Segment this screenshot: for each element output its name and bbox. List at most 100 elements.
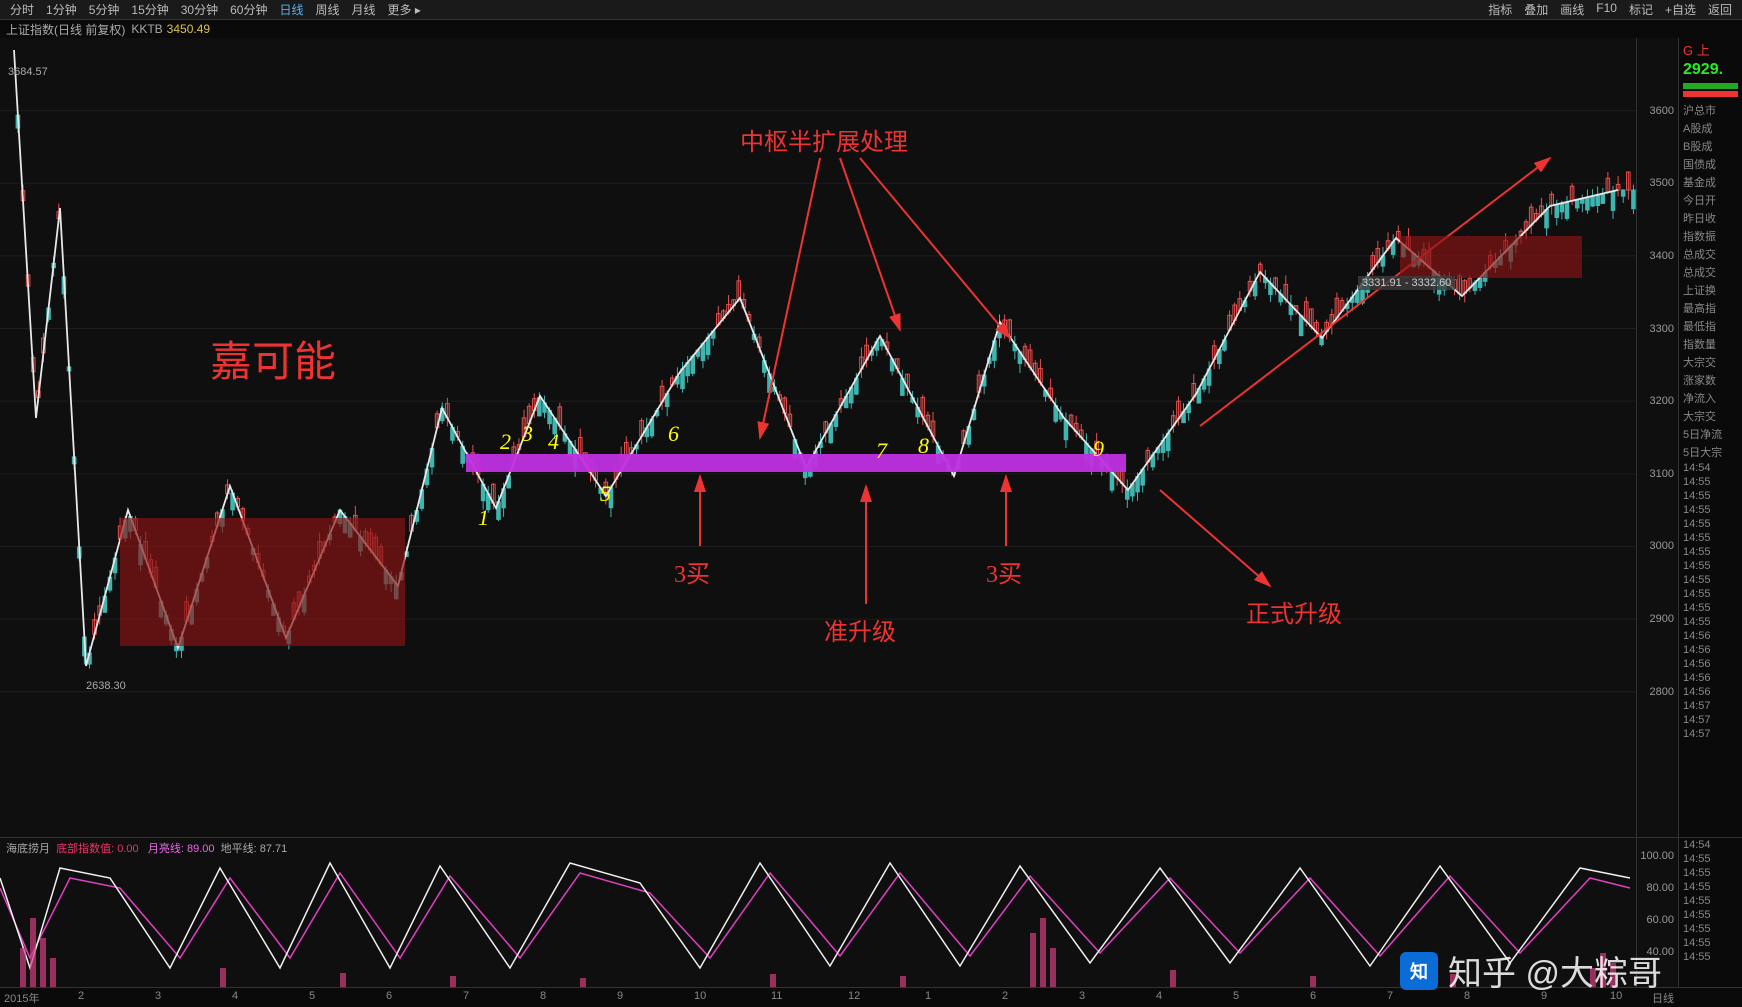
side-time: 14:57	[1679, 713, 1742, 727]
timeframe-7[interactable]: 周线	[309, 1, 345, 18]
toolbar-right-1[interactable]: 叠加	[1518, 1, 1554, 18]
side-panel: G 上 2929. 沪总市A股成B股成国债成基金成今日开昨日收指数振总成交总成交…	[1678, 38, 1742, 837]
side-time: 14:56	[1679, 643, 1742, 657]
low-price-tag: 2638.30	[86, 680, 126, 692]
sub-side-time: 14:55	[1679, 880, 1742, 894]
sub-side-time: 14:55	[1679, 950, 1742, 964]
side-time: 14:55	[1679, 573, 1742, 587]
side-row: 最高指	[1679, 299, 1742, 317]
side-row: 总成交	[1679, 245, 1742, 263]
sub-y-tick: 100.00	[1640, 850, 1674, 862]
sub-y-tick: 80.00	[1646, 882, 1674, 894]
side-row: 昨日收	[1679, 209, 1742, 227]
symbol-title: 上证指数(日线 前复权)	[6, 21, 125, 38]
timeframe-3[interactable]: 15分钟	[125, 1, 174, 18]
side-row: B股成	[1679, 137, 1742, 155]
side-time: 14:55	[1679, 587, 1742, 601]
side-row: 基金成	[1679, 173, 1742, 191]
side-time: 14:56	[1679, 657, 1742, 671]
wave-number-6: 6	[668, 421, 679, 447]
side-row: 5日净流	[1679, 425, 1742, 443]
toolbar-right-6[interactable]: 返回	[1702, 1, 1738, 18]
side-row: 今日开	[1679, 191, 1742, 209]
timeframe-8[interactable]: 月线	[346, 1, 382, 18]
side-row: 大宗交	[1679, 353, 1742, 371]
time-tick: 4	[232, 990, 238, 1002]
watermark-text: 嘉可能	[210, 328, 336, 389]
side-time: 14:55	[1679, 503, 1742, 517]
title-annotation: 中枢半扩展处理	[740, 122, 908, 157]
side-time: 14:56	[1679, 629, 1742, 643]
side-row: A股成	[1679, 119, 1742, 137]
side-row: 5日大宗	[1679, 443, 1742, 461]
y-tick: 3600	[1650, 105, 1674, 117]
zhihu-logo-icon: 知	[1400, 952, 1438, 990]
range-label: 3331.91 - 3332.60	[1358, 276, 1455, 290]
timeframe-4[interactable]: 30分钟	[175, 1, 224, 18]
side-time: 14:55	[1679, 517, 1742, 531]
wave-number-2: 2	[500, 429, 511, 455]
timeframe-1[interactable]: 1分钟	[40, 1, 83, 18]
toolbar-right-0[interactable]: 指标	[1482, 1, 1518, 18]
main-chart-area: 3684.57 2638.30 3331.91 - 3332.60 嘉可能 中枢…	[0, 38, 1742, 837]
wave-number-4: 4	[548, 429, 559, 455]
time-tick: 8	[540, 990, 546, 1002]
timeframe-5[interactable]: 60分钟	[224, 1, 273, 18]
zhihu-watermark: 知 知乎 @大粽哥	[1400, 946, 1662, 995]
side-time: 14:57	[1679, 699, 1742, 713]
time-tick: 6	[386, 990, 392, 1002]
wave-number-8: 8	[918, 433, 929, 459]
time-tick: 1	[925, 990, 931, 1002]
time-tick: 12	[848, 990, 860, 1002]
sub-side-time: 14:55	[1679, 922, 1742, 936]
side-row: 沪总市	[1679, 101, 1742, 119]
y-tick: 2800	[1650, 686, 1674, 698]
toolbar-right-5[interactable]: +自选	[1659, 1, 1702, 18]
side-bars	[1679, 79, 1742, 101]
y-tick: 3400	[1650, 250, 1674, 262]
side-header: G 上	[1679, 38, 1742, 61]
buy3-label-1: 3买	[674, 554, 710, 589]
wave-number-5: 5	[600, 481, 611, 507]
side-row: 大宗交	[1679, 407, 1742, 425]
side-row: 涨家数	[1679, 371, 1742, 389]
side-time: 14:55	[1679, 601, 1742, 615]
wave-number-3: 3	[522, 421, 533, 447]
time-tick: 3	[1079, 990, 1085, 1002]
toolbar-right-4[interactable]: 标记	[1623, 1, 1659, 18]
side-row: 最低指	[1679, 317, 1742, 335]
time-tick: 7	[1387, 990, 1393, 1002]
side-row: 上证换	[1679, 281, 1742, 299]
sub-side-time: 14:55	[1679, 866, 1742, 880]
timeframe-2[interactable]: 5分钟	[83, 1, 126, 18]
red-zone-1	[120, 518, 405, 646]
red-zone-2	[1400, 236, 1582, 278]
time-tick: 2015年	[4, 990, 39, 1006]
toolbar-right-2[interactable]: 画线	[1554, 1, 1590, 18]
toolbar-right-3[interactable]: F10	[1590, 1, 1623, 18]
side-time: 14:55	[1679, 559, 1742, 573]
symbol-code: KKTB	[131, 22, 162, 36]
wave-number-9: 9	[1093, 436, 1104, 462]
side-row: 指数振	[1679, 227, 1742, 245]
wave-number-1: 1	[478, 505, 489, 531]
timeframe-0[interactable]: 分时	[4, 1, 40, 18]
sub-y-tick: 60.00	[1646, 914, 1674, 926]
side-big-value: 2929.	[1679, 61, 1742, 79]
time-tick: 2	[78, 990, 84, 1002]
side-time: 14:55	[1679, 615, 1742, 629]
time-tick: 6	[1310, 990, 1316, 1002]
buy3-label-2: 3买	[986, 554, 1022, 589]
time-tick: 2	[1002, 990, 1008, 1002]
sub-side-time: 14:55	[1679, 908, 1742, 922]
sub-side-time: 14:55	[1679, 936, 1742, 950]
side-time: 14:55	[1679, 545, 1742, 559]
price-chart[interactable]: 3684.57 2638.30 3331.91 - 3332.60 嘉可能 中枢…	[0, 38, 1636, 837]
side-time: 14:56	[1679, 671, 1742, 685]
central-pivot-zone	[466, 454, 1126, 472]
sub-side-time: 14:55	[1679, 852, 1742, 866]
timeframe-9[interactable]: 更多 ▸	[382, 1, 427, 18]
timeframe-6[interactable]: 日线	[273, 1, 309, 18]
time-tick: 4	[1156, 990, 1162, 1002]
side-time: 14:56	[1679, 685, 1742, 699]
